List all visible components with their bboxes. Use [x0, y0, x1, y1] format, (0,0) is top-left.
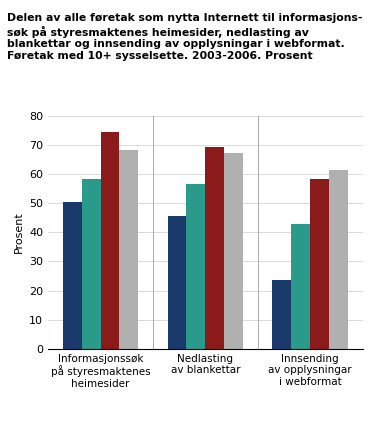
Bar [329, 170, 348, 349]
Bar [205, 147, 224, 349]
Bar [63, 202, 82, 349]
Bar [291, 224, 310, 349]
Bar [272, 280, 291, 349]
Bar [224, 152, 243, 349]
Bar [310, 179, 329, 349]
Bar [101, 132, 120, 349]
Bar [168, 216, 186, 349]
Bar [186, 185, 205, 349]
Bar [120, 150, 138, 349]
Y-axis label: Prosent: Prosent [14, 211, 24, 253]
Bar [82, 179, 101, 349]
Text: Delen av alle føretak som nytta Internett til informasjons-
søk på styresmaktene: Delen av alle føretak som nytta Internet… [7, 13, 363, 61]
